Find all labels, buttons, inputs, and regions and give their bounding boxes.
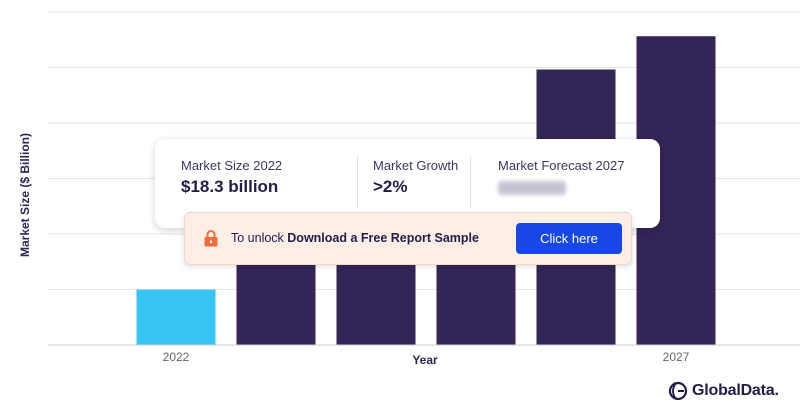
market-size-stat: Market Size 2022 $18.3 billion bbox=[181, 158, 282, 197]
x-tick-label-2027: 2027 bbox=[663, 350, 690, 364]
y-axis-label: Market Size ($ Billion) bbox=[18, 133, 32, 257]
market-growth-value: >2% bbox=[373, 177, 458, 197]
x-tick-label-2022: 2022 bbox=[163, 350, 190, 364]
click-here-button[interactable]: Click here bbox=[516, 223, 622, 254]
globaldata-logo-text: GlobalData. bbox=[692, 382, 779, 400]
stat-divider bbox=[357, 156, 358, 208]
unlock-banner: To unlock Download a Free Report Sample … bbox=[184, 212, 632, 265]
market-forecast-stat: Market Forecast 2027 bbox=[498, 158, 624, 195]
globaldata-logo: GlobalData. bbox=[668, 379, 779, 403]
market-size-value: $18.3 billion bbox=[181, 177, 282, 197]
stat-divider bbox=[470, 156, 471, 208]
bar-2022 bbox=[137, 290, 216, 345]
x-axis-label: Year bbox=[412, 353, 437, 367]
market-size-label: Market Size 2022 bbox=[181, 158, 282, 173]
market-forecast-label: Market Forecast 2027 bbox=[498, 158, 624, 173]
unlock-message: To unlock Download a Free Report Sample bbox=[231, 231, 479, 245]
lock-icon bbox=[204, 230, 218, 247]
market-forecast-blurred-value bbox=[498, 181, 566, 195]
market-growth-stat: Market Growth >2% bbox=[373, 158, 458, 197]
chart-container: Market Size ($ Billion) Year 2022 2027 M… bbox=[0, 0, 800, 403]
globaldata-logo-icon bbox=[668, 381, 688, 401]
market-growth-label: Market Growth bbox=[373, 158, 458, 173]
unlock-message-highlight: Download a Free Report Sample bbox=[287, 231, 479, 245]
unlock-message-prefix: To unlock bbox=[231, 231, 287, 245]
